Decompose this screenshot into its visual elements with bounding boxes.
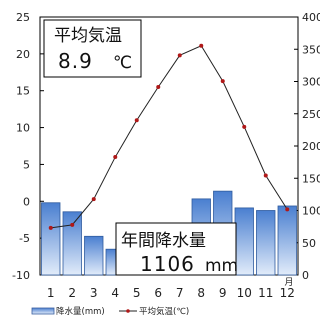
month-label: 3 [90,286,98,300]
month-label: 6 [154,286,162,300]
temperature-point [134,118,139,123]
month-unit-label: 月 [284,277,293,288]
right-tick-label: 100 [302,205,320,218]
right-tick-label: 50 [302,237,316,250]
average-temperature-value: 8.9 [58,49,93,73]
left-tick-label: 0 [23,195,30,208]
temperature-point [199,43,204,48]
average-temperature-box: 平均気温 8.9 ℃ [43,19,142,78]
right-tick-label: 350 [302,43,320,56]
legend-precipitation-swatch [31,307,55,315]
right-tick-label: 300 [302,76,320,89]
annual-precipitation-label: 年間降水量 [121,231,206,251]
month-label: 5 [133,286,141,300]
left-tick-label: 20 [16,48,30,61]
left-tick-label: 15 [16,85,30,98]
precipitation-bar [256,210,276,276]
left-tick-label: -5 [19,232,30,245]
precipitation-bar [62,211,82,276]
month-labels: 1 2 3 4 5 6 7 8 9 10 11 12 [47,286,295,300]
month-label: 7 [176,286,184,300]
precipitation-bar [277,205,297,276]
temperature-point [242,124,247,129]
annual-precipitation-value: 1106 [140,252,195,276]
month-label: 9 [219,286,227,300]
temperature-line [48,43,290,230]
right-tick-label: 200 [302,140,320,153]
temperature-point [263,173,268,178]
month-label: 10 [237,286,252,300]
left-tick-label: -10 [12,269,30,282]
left-tick-label: 5 [23,158,30,171]
right-tick-label: 150 [302,172,320,185]
left-tick-label: 10 [16,122,30,135]
month-label: 1 [47,286,55,300]
average-temperature-label: 平均気温 [54,26,122,46]
right-axis: 400 350 300 250 200 150 100 50 0 [294,11,320,282]
temperature-point [70,222,75,227]
legend-precipitation-label: 降水量(mm) [56,306,105,317]
annual-precipitation-unit: mm [205,256,238,276]
right-tick-label: 250 [302,108,320,121]
month-label: 4 [111,286,119,300]
legend: 降水量(mm) 平均気温(℃) [31,306,189,317]
month-label: 11 [258,286,273,300]
right-tick-label: 0 [302,269,309,282]
temperature-point [156,85,161,90]
right-tick-label: 400 [302,11,320,24]
temperature-series-line [50,45,288,229]
left-axis: 25 20 15 10 5 0 -5 -10 [12,11,44,282]
average-temperature-unit: ℃ [113,53,132,73]
month-label: 2 [68,286,76,300]
precipitation-bar [84,235,104,276]
temperature-point [113,155,118,160]
annual-precipitation-box: 年間降水量 1106 mm [115,222,238,276]
month-label: 8 [197,286,205,300]
legend-temperature-marker [126,309,130,313]
temperature-point [285,207,290,212]
legend-temperature-label: 平均気温(℃) [139,306,189,317]
temperature-point [177,53,182,58]
temperature-point [220,79,225,84]
temperature-point [91,197,96,202]
temperature-point [48,225,53,230]
left-tick-label: 25 [16,11,30,24]
precipitation-bar [41,202,61,276]
month-label: 12 [280,286,295,300]
